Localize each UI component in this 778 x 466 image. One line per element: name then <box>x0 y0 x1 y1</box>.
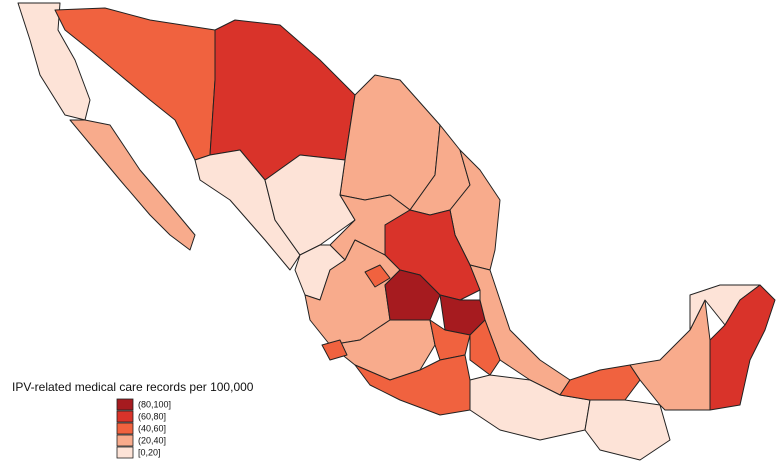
states <box>17 2 776 461</box>
state <box>709 284 776 411</box>
legend-label: (20,40] <box>138 435 166 445</box>
legend-swatch <box>116 422 134 435</box>
legend-label: [0,20] <box>138 447 161 457</box>
state <box>69 119 196 251</box>
legend-label: (60,80] <box>138 411 166 421</box>
legend: (80,100] (60,80] (40,60] (20,40] [0,20] <box>116 398 171 459</box>
legend-label: (80,100] <box>138 399 171 409</box>
state <box>584 399 671 461</box>
state <box>559 364 641 401</box>
state <box>469 319 501 376</box>
state <box>321 339 348 361</box>
legend-title: IPV-related medical care records per 100… <box>12 380 254 394</box>
legend-swatch <box>116 446 134 459</box>
state <box>364 264 391 288</box>
legend-label: (40,60] <box>138 423 166 433</box>
state <box>629 299 711 411</box>
legend-swatch <box>116 410 134 423</box>
legend-swatch <box>116 434 134 447</box>
legend-swatch <box>116 398 134 411</box>
